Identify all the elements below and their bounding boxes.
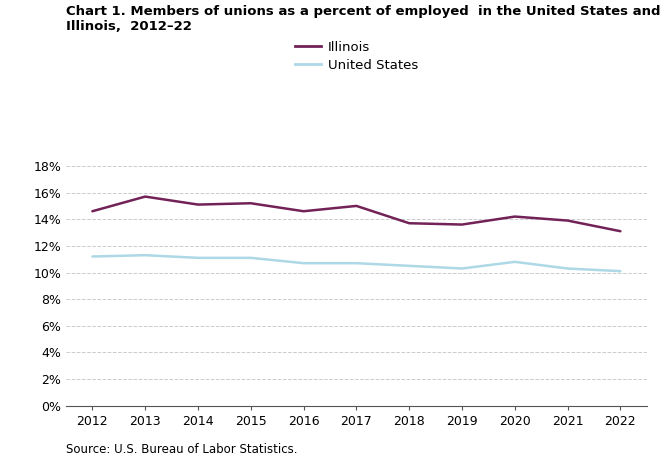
Legend: Illinois, United States: Illinois, United States <box>295 41 418 72</box>
Text: Source: U.S. Bureau of Labor Statistics.: Source: U.S. Bureau of Labor Statistics. <box>66 443 298 456</box>
Text: Chart 1. Members of unions as a percent of employed  in the United States and
Il: Chart 1. Members of unions as a percent … <box>66 5 660 33</box>
